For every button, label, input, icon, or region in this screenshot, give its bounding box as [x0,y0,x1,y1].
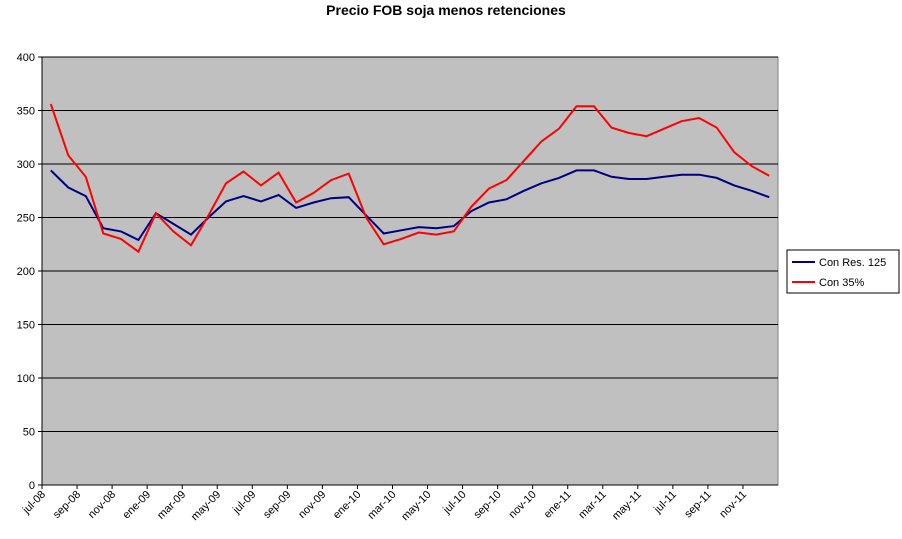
x-tick-label: sep-08 [51,489,83,521]
x-tick-label: mar-10 [365,489,398,522]
data-line [50,169,770,242]
y-tick-label: 250 [17,213,35,225]
x-tick-label: nov-08 [86,489,118,521]
data-line [49,103,770,254]
x-tick-label: ene-10 [331,489,364,522]
legend-label: Con Res. 125 [819,257,886,269]
x-tick-label: nov-10 [507,489,539,521]
y-tick-label: 100 [17,373,35,385]
chart-title: Precio FOB soja menos retenciones [326,2,566,18]
legend-label: Con 35% [819,277,864,289]
x-tick-label: sep-10 [471,489,503,521]
x-tick-label: jul-10 [440,489,468,517]
y-tick-label: 350 [17,106,35,118]
x-tick-label: jul-08 [20,489,48,517]
x-tick-label: ene-09 [121,489,154,522]
x-tick-label: ene-11 [542,489,574,521]
y-tick-label: 150 [17,320,35,332]
x-tick-label: mar-11 [576,489,609,522]
x-tick-label: sep-11 [682,489,714,521]
x-tick-label: nov-11 [717,489,749,521]
x-tick-label: jul-11 [651,489,679,517]
y-tick-label: 200 [17,266,35,278]
y-tick-label: 50 [23,427,35,439]
x-tick-label: may-10 [399,489,433,523]
x-tick-label: jul-09 [230,489,258,517]
x-tick-label: nov-09 [296,489,328,521]
x-tick-label: may-11 [610,489,644,523]
x-tick-label: mar-09 [155,489,188,522]
y-tick-label: 0 [29,480,35,492]
legend-box [786,249,900,294]
x-tick-label: may-09 [189,489,223,523]
y-tick-label: 400 [17,52,35,64]
x-tick-label: sep-09 [261,489,293,521]
y-tick-label: 300 [17,159,35,171]
